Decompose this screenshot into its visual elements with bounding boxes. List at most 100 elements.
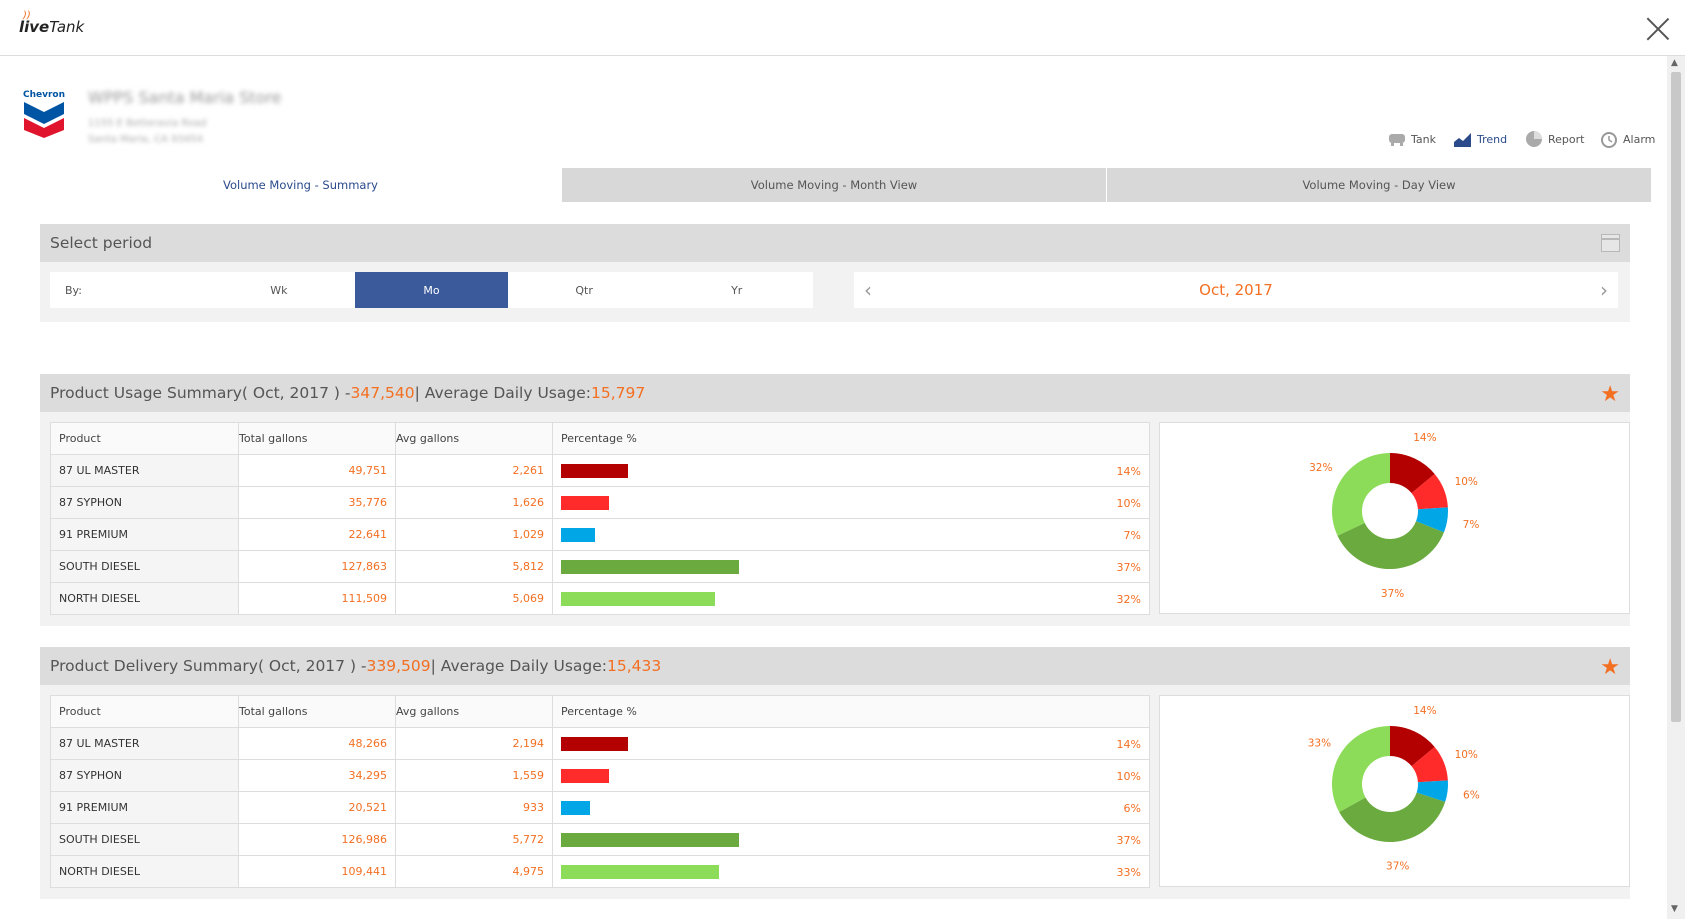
period-month-button[interactable]: Mo xyxy=(355,272,508,308)
delivery-summary-panel: Product Delivery Summary( Oct, 2017 ) - … xyxy=(40,647,1630,899)
avg-gallons-cell: 2,261 xyxy=(395,454,553,487)
period-by-label: By: xyxy=(65,283,82,297)
donut-slice-label: 6% xyxy=(1463,789,1480,801)
product-cell: 91 PREMIUM xyxy=(50,791,239,824)
delivery-average: 15,433 xyxy=(607,657,662,675)
product-cell: 87 UL MASTER xyxy=(50,454,239,487)
top-bar: )) liveTank xyxy=(0,0,1685,56)
percentage-label: 14% xyxy=(1116,738,1141,751)
column-header: Total gallons xyxy=(238,695,396,728)
period-selector: By: Wk Mo Qtr Yr xyxy=(50,272,813,308)
store-header: Chevron WPPS Santa Maria Store 1155 E Be… xyxy=(20,82,1650,162)
delivery-total: 339,509 xyxy=(366,657,431,675)
total-gallons-cell: 111,509 xyxy=(238,582,396,615)
usage-average: 15,797 xyxy=(590,384,646,402)
donut-slice[interactable] xyxy=(1416,780,1448,802)
scrollbar-thumb[interactable] xyxy=(1671,72,1681,722)
total-gallons-cell: 49,751 xyxy=(238,454,396,487)
alarm-clock-icon xyxy=(1601,132,1617,148)
chevron-logo: Chevron xyxy=(22,90,66,140)
column-header: Avg gallons xyxy=(395,695,553,728)
donut-slice[interactable] xyxy=(1332,453,1390,536)
total-gallons-cell: 22,641 xyxy=(238,518,396,551)
table-row: NORTH DIESEL 111,509 5,069 32% xyxy=(50,582,1150,615)
donut-slice[interactable] xyxy=(1337,521,1444,569)
star-icon[interactable]: ★ xyxy=(1600,655,1620,680)
column-header: Product xyxy=(50,422,239,455)
donut-slice-label: 37% xyxy=(1381,588,1404,600)
donut-slice[interactable] xyxy=(1411,747,1448,783)
period-quarter-button[interactable]: Qtr xyxy=(575,283,593,297)
store-address-line1: 1155 E Betteravia Road xyxy=(88,118,207,129)
vertical-scrollbar[interactable]: ▲ ▼ xyxy=(1667,56,1685,919)
scroll-down-icon[interactable]: ▼ xyxy=(1671,904,1678,914)
total-gallons-cell: 34,295 xyxy=(238,759,396,792)
percentage-bar xyxy=(561,864,720,879)
percentage-cell: 37% xyxy=(552,550,1150,583)
tab-day-view[interactable]: Volume Moving - Day View xyxy=(1107,168,1652,202)
column-header: Total gallons xyxy=(238,422,396,455)
avg-gallons-cell: 5,772 xyxy=(395,823,553,856)
month-navigator: ‹ Oct, 2017 › xyxy=(854,272,1618,308)
donut-slice-label: 32% xyxy=(1309,462,1332,474)
percentage-cell: 6% xyxy=(552,791,1150,824)
usage-total: 347,540 xyxy=(350,384,415,402)
percentage-cell: 33% xyxy=(552,855,1150,888)
donut-slice[interactable] xyxy=(1411,474,1448,510)
delivery-donut-svg: 14% 10% 6% 37% 33% xyxy=(1308,705,1480,873)
calendar-icon[interactable] xyxy=(1601,234,1620,252)
percentage-cell: 37% xyxy=(552,823,1150,856)
table-row: 87 UL MASTER 48,266 2,194 14% xyxy=(50,727,1150,760)
product-cell: 87 UL MASTER xyxy=(50,727,239,760)
tab-summary[interactable]: Volume Moving - Summary xyxy=(40,168,562,202)
avg-gallons-cell: 933 xyxy=(395,791,553,824)
donut-slice[interactable] xyxy=(1416,507,1448,533)
total-gallons-cell: 109,441 xyxy=(238,855,396,888)
percentage-bar xyxy=(561,736,629,751)
close-icon[interactable] xyxy=(1644,15,1672,43)
view-tabs: Volume Moving - Summary Volume Moving - … xyxy=(40,168,1652,202)
donut-slice[interactable] xyxy=(1332,726,1390,812)
select-period-header: Select period xyxy=(40,224,1630,262)
percentage-label: 14% xyxy=(1116,465,1141,478)
percentage-bar xyxy=(561,800,590,815)
total-gallons-cell: 35,776 xyxy=(238,486,396,519)
app-logo: )) liveTank xyxy=(19,10,85,36)
usage-summary-header: Product Usage Summary( Oct, 2017 ) - 347… xyxy=(40,374,1630,412)
scroll-up-icon[interactable]: ▲ xyxy=(1671,58,1678,68)
donut-slice[interactable] xyxy=(1390,453,1435,494)
alarm-button[interactable]: Alarm xyxy=(1599,128,1655,150)
donut-slice[interactable] xyxy=(1339,792,1446,842)
donut-slice-label: 7% xyxy=(1463,519,1480,531)
store-name: WPPS Santa Maria Store xyxy=(88,88,282,107)
star-icon[interactable]: ★ xyxy=(1600,382,1620,407)
donut-slice-label: 37% xyxy=(1386,861,1409,873)
percentage-cell: 7% xyxy=(552,518,1150,551)
product-cell: NORTH DIESEL xyxy=(50,582,239,615)
total-gallons-cell: 127,863 xyxy=(238,550,396,583)
donut-slice-label: 14% xyxy=(1413,432,1436,444)
tab-month-view[interactable]: Volume Moving - Month View xyxy=(562,168,1107,202)
period-year-button[interactable]: Yr xyxy=(731,283,743,297)
avg-gallons-cell: 1,626 xyxy=(395,486,553,519)
donut-slice-label: 10% xyxy=(1455,476,1478,488)
percentage-cell: 32% xyxy=(552,582,1150,615)
product-cell: 87 SYPHON xyxy=(50,486,239,519)
percentage-label: 37% xyxy=(1116,834,1141,847)
product-cell: SOUTH DIESEL xyxy=(50,823,239,856)
percentage-label: 7% xyxy=(1123,529,1141,542)
avg-gallons-cell: 5,069 xyxy=(395,582,553,615)
table-row: 87 SYPHON 35,776 1,626 10% xyxy=(50,486,1150,519)
tank-button[interactable]: Tank xyxy=(1387,128,1436,150)
period-week-button[interactable]: Wk xyxy=(270,283,288,297)
chevron-left-icon[interactable]: ‹ xyxy=(864,278,872,302)
table-row: SOUTH DIESEL 126,986 5,772 37% xyxy=(50,823,1150,856)
donut-slice-label: 14% xyxy=(1413,705,1436,717)
product-cell: SOUTH DIESEL xyxy=(50,550,239,583)
donut-slice[interactable] xyxy=(1390,726,1435,767)
percentage-label: 6% xyxy=(1123,802,1141,815)
trend-button[interactable]: Trend xyxy=(1453,128,1507,150)
report-button[interactable]: Report xyxy=(1524,128,1584,150)
table-row: 87 SYPHON 34,295 1,559 10% xyxy=(50,759,1150,792)
chevron-right-icon[interactable]: › xyxy=(1600,278,1608,302)
